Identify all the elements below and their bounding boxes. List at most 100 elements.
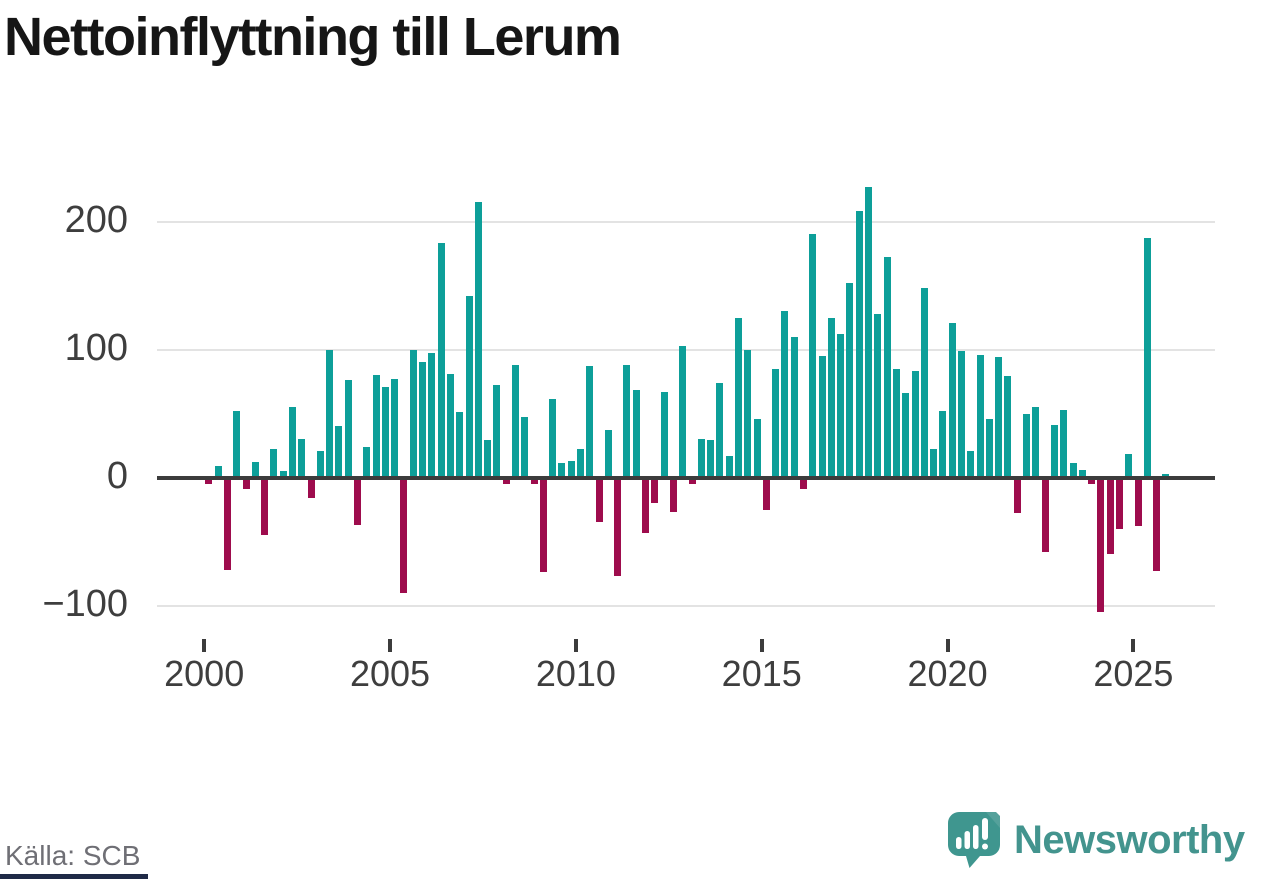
bar-2007-q2	[474, 202, 482, 478]
bar-2001-q4	[270, 449, 278, 478]
bar-2006-q1	[428, 353, 436, 478]
bar-2010-q4	[604, 430, 612, 478]
bar-2020-q4	[976, 354, 984, 478]
bar-2011-q2	[623, 364, 631, 478]
bar-2025-q2	[1143, 238, 1151, 478]
bar-2012-q3	[669, 477, 677, 513]
bar-2003-q3	[335, 426, 343, 478]
gridline--100	[157, 604, 1215, 607]
bar-2023-q1	[1060, 409, 1068, 478]
bar-2013-q2	[697, 439, 705, 478]
zero-axis-line	[157, 475, 1215, 480]
bar-2012-q1	[651, 477, 659, 504]
bar-2022-q2	[1032, 407, 1040, 478]
bar-2011-q3	[632, 390, 640, 478]
bar-2005-q2	[400, 477, 408, 593]
bar-2013-q4	[716, 382, 724, 478]
x-tick-2000	[202, 639, 207, 652]
bar-2022-q3	[1041, 477, 1049, 552]
bar-2002-q3	[298, 439, 306, 478]
bar-2001-q3	[261, 477, 269, 536]
bar-2004-q1	[354, 477, 362, 525]
bar-2014-q3	[744, 349, 752, 478]
bar-2006-q3	[446, 373, 454, 478]
bar-2010-q1	[577, 449, 585, 478]
bar-2024-q2	[1106, 477, 1114, 555]
bar-2002-q1	[279, 471, 287, 478]
bar-2020-q3	[967, 450, 975, 478]
bar-2010-q3	[595, 477, 603, 523]
bar-2021-q3	[1004, 376, 1012, 478]
bar-2008-q3	[521, 417, 529, 478]
bottom-left-strip	[0, 874, 148, 879]
source-caption: Källa: SCB	[5, 840, 141, 871]
bar-2011-q4	[642, 477, 650, 533]
x-tick-2025	[1131, 639, 1136, 652]
x-tick-2020	[945, 639, 950, 652]
bar-2005-q1	[391, 378, 399, 478]
bar-2018-q3	[892, 368, 900, 478]
bar-2003-q2	[326, 349, 334, 478]
newsworthy-logo: Newsworthy	[948, 812, 1245, 868]
gridline-200	[157, 220, 1215, 223]
bar-2024-q1	[1097, 477, 1105, 612]
bar-2020-q2	[957, 350, 965, 478]
x-tick-2005	[388, 639, 393, 652]
bar-2024-q4	[1125, 454, 1133, 478]
bar-2006-q2	[437, 243, 445, 478]
bar-2000-q4	[233, 410, 241, 478]
bar-2001-q1	[242, 477, 250, 490]
newsworthy-wordmark: Newsworthy	[1014, 817, 1245, 862]
bar-2017-q3	[855, 211, 863, 478]
bar-2007-q3	[484, 440, 492, 478]
bar-2006-q4	[456, 412, 464, 478]
bar-2009-q1	[539, 477, 547, 573]
bar-2000-q2	[214, 465, 222, 478]
bar-2004-q2	[363, 446, 371, 478]
bar-2017-q4	[865, 186, 873, 478]
bar-2000-q1	[205, 477, 213, 484]
bar-2018-q2	[883, 257, 891, 478]
bar-2015-q3	[781, 311, 789, 478]
bar-2012-q2	[660, 391, 668, 478]
bar-2014-q4	[753, 418, 761, 478]
bar-2008-q2	[511, 364, 519, 478]
bar-2016-q2	[809, 234, 817, 478]
x-axis-label-2020: 2020	[907, 653, 988, 694]
bar-2017-q2	[846, 282, 854, 478]
bar-2015-q1	[762, 477, 770, 510]
y-axis-label-200: 200	[64, 198, 128, 241]
bar-2018-q4	[902, 393, 910, 478]
bar-2004-q4	[381, 386, 389, 478]
bar-2009-q4	[567, 460, 575, 478]
bar-2016-q3	[818, 355, 826, 478]
bar-2005-q3	[409, 349, 417, 478]
bar-2003-q1	[316, 450, 324, 478]
bar-2022-q1	[1023, 413, 1031, 478]
bar-2013-q3	[707, 440, 715, 478]
bar-2019-q4	[939, 410, 947, 478]
bar-2015-q2	[772, 368, 780, 478]
bar-2008-q1	[502, 477, 510, 484]
y-axis-label--100: −100	[42, 582, 128, 625]
bar-2007-q1	[465, 295, 473, 478]
bar-2021-q1	[985, 418, 993, 478]
bar-2014-q1	[725, 455, 733, 478]
bar-2025-q1	[1134, 477, 1142, 527]
x-axis-label-2010: 2010	[535, 653, 616, 694]
bar-2025-q3	[1153, 477, 1161, 571]
bar-2023-q2	[1069, 463, 1077, 478]
bar-2012-q4	[679, 345, 687, 478]
bar-2019-q1	[911, 371, 919, 478]
bar-2022-q4	[1050, 425, 1058, 478]
bar-2021-q2	[995, 357, 1003, 478]
bar-2018-q1	[874, 313, 882, 478]
bar-2010-q2	[586, 366, 594, 478]
bar-2000-q3	[223, 477, 231, 570]
bar-2009-q2	[549, 399, 557, 478]
bar-2002-q4	[307, 477, 315, 498]
bar-2023-q3	[1078, 469, 1086, 478]
bar-2011-q1	[614, 477, 622, 577]
